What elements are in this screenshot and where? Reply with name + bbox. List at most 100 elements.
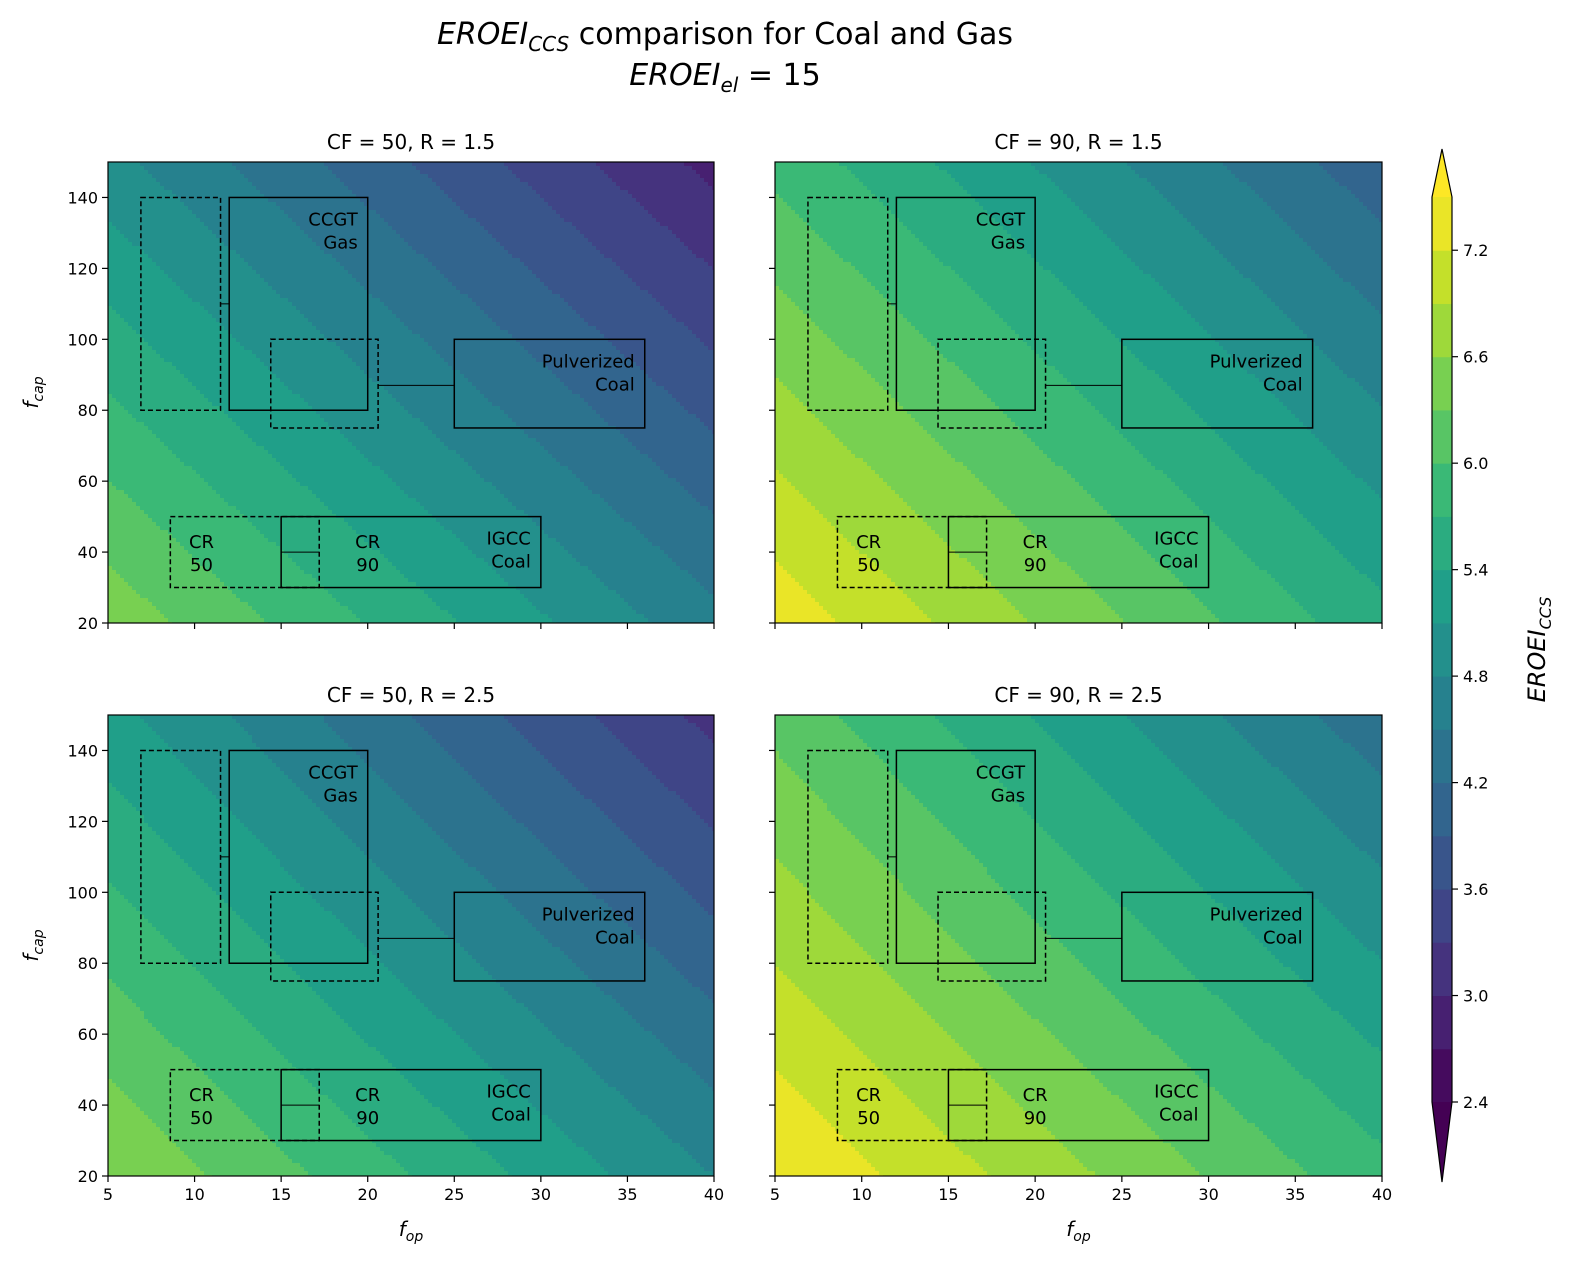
contour-cell <box>560 210 565 215</box>
contour-cell <box>704 194 709 199</box>
contour-cell <box>276 166 281 171</box>
contour-cell <box>436 202 441 207</box>
contour-cell <box>580 206 585 211</box>
contour-cell <box>344 174 349 179</box>
contour-cell <box>312 182 317 187</box>
contour-cell <box>504 210 509 215</box>
contour-cell <box>300 178 305 183</box>
contour-cell <box>704 182 709 187</box>
contour-cell <box>668 198 673 203</box>
contour-cell <box>620 166 625 171</box>
contour-cell <box>708 190 713 195</box>
contour-cell <box>692 174 697 179</box>
contour-cell <box>136 194 141 199</box>
contour-cell <box>480 174 485 179</box>
contour-cell <box>268 190 273 195</box>
contour-cell <box>136 214 141 219</box>
contour-cell <box>524 166 529 171</box>
contour-cell <box>268 198 273 203</box>
contour-cell <box>324 186 329 191</box>
contour-cell <box>532 190 537 195</box>
contour-cell <box>112 194 117 199</box>
contour-cell <box>576 194 581 199</box>
contour-cell <box>620 174 625 179</box>
contour-cell <box>684 206 689 211</box>
contour-cell <box>568 214 573 219</box>
contour-cell <box>692 194 697 199</box>
contour-cell <box>288 186 293 191</box>
contour-cell <box>296 190 301 195</box>
contour-cell <box>440 202 445 207</box>
contour-cell <box>220 166 225 171</box>
contour-cell <box>668 166 673 171</box>
contour-cell <box>284 198 289 203</box>
contour-cell <box>520 162 525 167</box>
contour-cell <box>224 210 229 215</box>
contour-cell <box>592 166 597 171</box>
contour-cell <box>416 182 421 187</box>
contour-cell <box>208 178 213 183</box>
contour-cell <box>688 170 693 175</box>
contour-cell <box>676 170 681 175</box>
contour-cell <box>200 198 205 203</box>
contour-cell <box>600 194 605 199</box>
contour-cell <box>468 194 473 199</box>
contour-cell <box>584 198 589 203</box>
contour-cell <box>284 182 289 187</box>
contour-cell <box>192 186 197 191</box>
contour-cell <box>624 210 629 215</box>
contour-cell <box>500 170 505 175</box>
contour-cell <box>628 178 633 183</box>
contour-cell <box>568 206 573 211</box>
contour-cell <box>696 166 701 171</box>
contour-cell <box>468 206 473 211</box>
contour-cell <box>196 206 201 211</box>
contour-cell <box>516 182 521 187</box>
contour-cell <box>232 170 237 175</box>
contour-cell <box>296 214 301 219</box>
contour-cell <box>160 174 165 179</box>
contour-cell <box>392 170 397 175</box>
contour-cell <box>116 162 121 167</box>
contour-cell <box>108 174 113 179</box>
contour-cell <box>124 178 129 183</box>
contour-cell <box>400 174 405 179</box>
contour-cell <box>228 190 233 195</box>
contour-cell <box>452 210 457 215</box>
contour-cell <box>668 206 673 211</box>
contour-cell <box>112 190 117 195</box>
contour-cell <box>112 202 117 207</box>
contour-cell <box>376 206 381 211</box>
contour-cell <box>472 162 477 167</box>
contour-cell <box>156 218 161 223</box>
contour-cell <box>172 202 177 207</box>
contour-cell <box>552 186 557 191</box>
contour-cell <box>556 182 561 187</box>
contour-cell <box>704 186 709 191</box>
contour-cell <box>148 170 153 175</box>
contour-cell <box>248 170 253 175</box>
contour-cell <box>160 218 165 223</box>
contour-cell <box>192 210 197 215</box>
contour-cell <box>524 186 529 191</box>
contour-cell <box>400 186 405 191</box>
contour-cell <box>376 186 381 191</box>
contour-cell <box>236 186 241 191</box>
contour-cell <box>552 214 557 219</box>
contour-cell <box>664 178 669 183</box>
contour-cell <box>332 170 337 175</box>
contour-cell <box>328 162 333 167</box>
figure-title-line1: EROEICCS comparison for Coal and Gas <box>437 17 1013 56</box>
contour-cell <box>244 178 249 183</box>
contour-cell <box>352 202 357 207</box>
contour-cell <box>596 186 601 191</box>
contour-cell <box>536 194 541 199</box>
contour-cell <box>664 198 669 203</box>
contour-cell <box>620 214 625 219</box>
contour-cell <box>600 202 605 207</box>
contour-cell <box>664 182 669 187</box>
contour-cell <box>480 198 485 203</box>
contour-cell <box>620 202 625 207</box>
contour-cell <box>632 170 637 175</box>
